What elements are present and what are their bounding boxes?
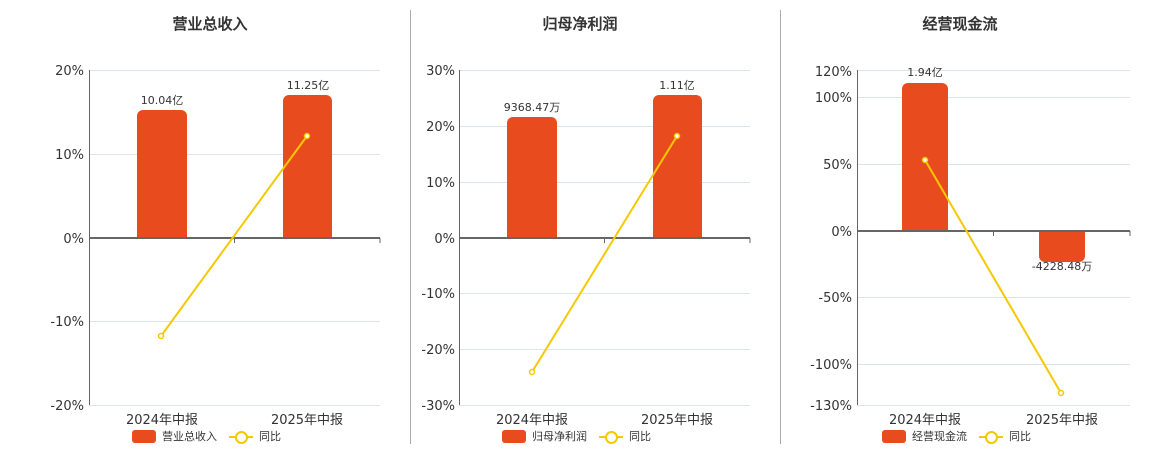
- svg-text:0%: 0%: [63, 232, 84, 247]
- grid-lines: [459, 70, 750, 406]
- yoy-line: [924, 159, 1062, 394]
- grid-lines: [857, 70, 1130, 406]
- yoy-point: [303, 132, 311, 140]
- svg-text:10.04亿: 10.04亿: [141, 94, 184, 107]
- svg-text:30%: 30%: [426, 64, 455, 79]
- legend-revenue: 营业总收入 同比: [132, 428, 281, 444]
- legend-bar-swatch[interactable]: [132, 429, 156, 443]
- bar-2024: [902, 83, 948, 231]
- svg-text:1.11亿: 1.11亿: [659, 79, 695, 92]
- yoy-point: [921, 156, 929, 164]
- bar-2025: [1039, 231, 1085, 262]
- legend-line-label[interactable]: 同比: [1009, 430, 1031, 443]
- svg-text:10%: 10%: [55, 148, 84, 163]
- svg-text:20%: 20%: [55, 64, 84, 79]
- svg-text:1.94亿: 1.94亿: [907, 66, 943, 79]
- y-axis-labels: 120% 100% 50% 0% -50% -100% -130%: [810, 65, 852, 414]
- legend-bar-swatch[interactable]: [882, 429, 906, 443]
- svg-text:-20%: -20%: [50, 399, 84, 414]
- legend-line-label[interactable]: 同比: [629, 430, 651, 443]
- svg-text:0%: 0%: [831, 225, 852, 240]
- legend-line-label[interactable]: 同比: [259, 430, 281, 443]
- svg-text:11.25亿: 11.25亿: [287, 79, 330, 92]
- svg-text:2024年中报: 2024年中报: [126, 413, 198, 428]
- svg-text:-10%: -10%: [421, 287, 455, 302]
- svg-text:-30%: -30%: [421, 399, 455, 414]
- y-axis-labels: 30% 20% 10% 0% -10% -20% -30%: [421, 64, 455, 414]
- bar-value-labels: 9368.47万 1.11亿: [504, 79, 695, 114]
- yoy-point: [157, 332, 165, 340]
- bar-2024: [507, 117, 557, 238]
- yoy-point: [673, 132, 681, 140]
- legend-bar-label[interactable]: 经营现金流: [912, 430, 967, 443]
- legend-net-profit: 归母净利润 同比: [502, 428, 651, 444]
- legend-line-swatch[interactable]: [229, 430, 253, 444]
- bar-value-labels: 10.04亿 11.25亿: [141, 79, 330, 107]
- svg-text:-50%: -50%: [818, 291, 852, 306]
- legend-line-swatch[interactable]: [599, 430, 623, 444]
- x-axis-labels: 2024年中报 2025年中报: [496, 413, 713, 428]
- bar-value-labels: 1.94亿 -4228.48万: [907, 66, 1092, 273]
- svg-text:0%: 0%: [434, 232, 455, 247]
- x-axis-labels: 2024年中报 2025年中报: [126, 413, 343, 428]
- svg-text:-10%: -10%: [50, 315, 84, 330]
- svg-text:2025年中报: 2025年中报: [271, 413, 343, 428]
- svg-text:2025年中报: 2025年中报: [1026, 413, 1098, 428]
- chart-title-revenue: 营业总收入: [172, 15, 248, 33]
- svg-text:120%: 120%: [815, 65, 852, 80]
- svg-text:50%: 50%: [823, 158, 852, 173]
- svg-text:2024年中报: 2024年中报: [496, 413, 568, 428]
- legend-bar-swatch[interactable]: [502, 429, 526, 443]
- svg-text:10%: 10%: [426, 176, 455, 191]
- legend-bar-label[interactable]: 归母净利润: [532, 430, 587, 443]
- svg-text:-100%: -100%: [810, 358, 852, 373]
- svg-text:-20%: -20%: [421, 343, 455, 358]
- svg-text:2024年中报: 2024年中报: [889, 413, 961, 428]
- bar-2025: [653, 95, 702, 238]
- legend-line-swatch[interactable]: [979, 430, 1003, 444]
- svg-text:-4228.48万: -4228.48万: [1032, 260, 1092, 273]
- y-axis-labels: 20% 10% 0% -10% -20%: [50, 64, 84, 414]
- bar-2025: [283, 95, 332, 238]
- yoy-point: [1057, 389, 1065, 397]
- panel-divider-2: [780, 10, 781, 444]
- svg-text:9368.47万: 9368.47万: [504, 101, 561, 114]
- legend-bar-label[interactable]: 营业总收入: [162, 430, 217, 443]
- yoy-point: [528, 368, 536, 376]
- bar-2024: [137, 110, 187, 238]
- yoy-line: [160, 135, 308, 337]
- panel-divider-1: [410, 10, 411, 444]
- grid-lines: [89, 70, 380, 406]
- chart-title-operating-cashflow: 经营现金流: [922, 15, 998, 33]
- legend-operating-cashflow: 经营现金流 同比: [882, 428, 1031, 444]
- chart-title-net-profit: 归母净利润: [542, 15, 618, 33]
- svg-text:-130%: -130%: [810, 399, 852, 414]
- x-axis-labels: 2024年中报 2025年中报: [889, 413, 1098, 428]
- svg-text:20%: 20%: [426, 120, 455, 135]
- yoy-line: [531, 135, 678, 373]
- svg-text:100%: 100%: [815, 91, 852, 106]
- svg-text:2025年中报: 2025年中报: [641, 413, 713, 428]
